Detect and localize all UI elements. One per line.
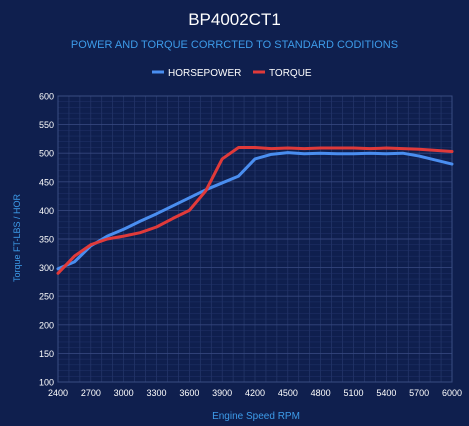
legend-label-horsepower: HORSEPOWER: [168, 68, 241, 79]
x-axis-label: Engine Speed RPM: [212, 411, 300, 422]
y-tick-label: 550: [39, 120, 54, 130]
y-tick-label: 600: [39, 92, 54, 102]
y-tick-label: 450: [39, 177, 54, 187]
chart-subtitle: POWER AND TORQUE CORRCTED TO STANDARD CO…: [70, 39, 399, 51]
x-tick-label: 3300: [146, 388, 166, 398]
series-line-torque: [56, 145, 454, 275]
x-tick-label: 5700: [409, 388, 429, 398]
x-tick-label: 3000: [114, 388, 134, 398]
x-tick-label: 6000: [442, 388, 462, 398]
plot-border: [57, 95, 453, 383]
y-tick-label: 200: [39, 320, 54, 330]
y-tick-label: 100: [39, 378, 54, 388]
x-tick-label: 2700: [81, 388, 101, 398]
y-tick-label: 150: [39, 349, 54, 359]
y-tick-label: 300: [39, 263, 54, 273]
series-line-horsepower: [56, 151, 454, 271]
y-tick-label: 350: [39, 235, 54, 245]
x-tick-label: 4200: [245, 388, 265, 398]
legend: HORSEPOWER TORQUE: [152, 68, 312, 79]
x-tick-label: 4800: [311, 388, 331, 398]
x-tick-label: 2400: [48, 388, 68, 398]
series-layer: [56, 145, 454, 275]
x-tick-label: 3900: [212, 388, 232, 398]
y-tick-label: 400: [39, 206, 54, 216]
x-tick-label: 4500: [278, 388, 298, 398]
x-tick-label: 5400: [376, 388, 396, 398]
y-axis-ticks: 100 150 200 250 300 350 400 450 500 550 600: [39, 92, 54, 388]
y-axis-label: Torque FT-LBS / HOR: [12, 193, 22, 282]
x-tick-label: 3600: [179, 388, 199, 398]
legend-label-torque: TORQUE: [269, 68, 312, 79]
chart-title: BP4002CT1: [188, 10, 281, 29]
y-tick-label: 500: [39, 149, 54, 159]
y-tick-label: 250: [39, 292, 54, 302]
x-tick-label: 5100: [343, 388, 363, 398]
x-axis-ticks: 2400 2700 3000 3300 3600 3900 4200 4500 4800 5100…: [48, 388, 462, 398]
grid: [57, 95, 453, 383]
